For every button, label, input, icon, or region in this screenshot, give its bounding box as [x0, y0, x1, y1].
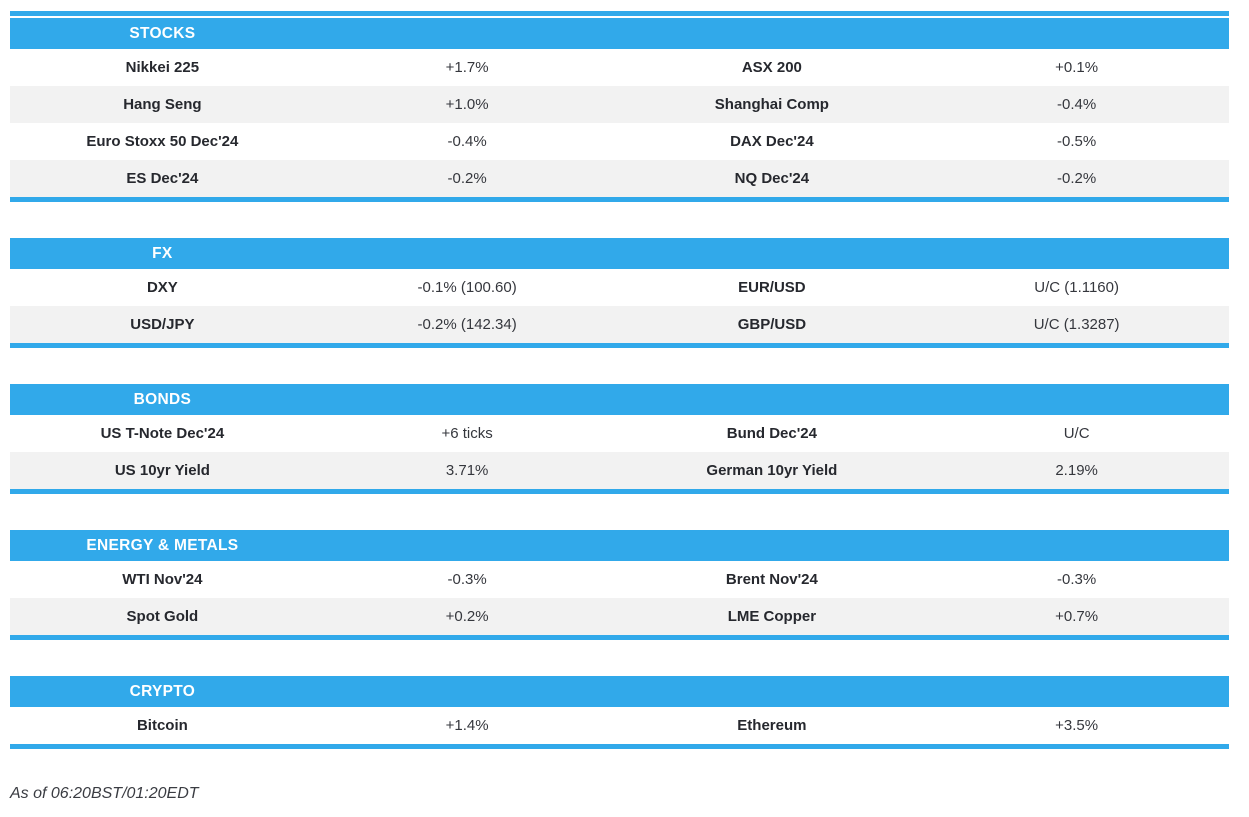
- instrument-name: DAX Dec'24: [730, 133, 814, 150]
- instrument-change: 3.71%: [445, 462, 489, 479]
- instrument-change: -0.4%: [1057, 96, 1097, 113]
- section-header: BONDS: [10, 384, 1229, 415]
- section-rows: Nikkei 225 +1.7% ASX 200 +0.1% Hang Seng…: [10, 49, 1229, 197]
- instrument-change: +3.5%: [1055, 717, 1099, 734]
- table-row: DXY -0.1% (100.60) EUR/USD U/C (1.1160): [10, 269, 1229, 306]
- instrument-change: -0.2%: [447, 170, 487, 187]
- instrument-change: U/C (1.1160): [1034, 279, 1119, 296]
- instrument-name: Spot Gold: [126, 608, 199, 625]
- as-of-timestamp: As of 06:20BST/01:20EDT: [10, 785, 199, 802]
- instrument-change: U/C (1.3287): [1033, 316, 1120, 333]
- table-row: Euro Stoxx 50 Dec'24 -0.4% DAX Dec'24 -0…: [10, 123, 1229, 160]
- section-rows: WTI Nov'24 -0.3% Brent Nov'24 -0.3% Spot…: [10, 561, 1229, 635]
- instrument-change: +0.2%: [445, 608, 489, 625]
- instrument-name: GBP/USD: [737, 316, 807, 333]
- instrument-name: Ethereum: [737, 717, 807, 734]
- table-row: Hang Seng +1.0% Shanghai Comp -0.4%: [10, 86, 1229, 123]
- section-rows: Bitcoin +1.4% Ethereum +3.5%: [10, 707, 1229, 744]
- instrument-name: US 10yr Yield: [114, 462, 210, 479]
- section-title: CRYPTO: [129, 682, 196, 700]
- section-rows: US T-Note Dec'24 +6 ticks Bund Dec'24 U/…: [10, 415, 1229, 489]
- instrument-name: DXY: [146, 279, 178, 296]
- section-title: FX: [152, 244, 173, 262]
- instrument-name: Hang Seng: [123, 96, 202, 113]
- section-title: BONDS: [133, 390, 192, 408]
- instrument-change: -0.3%: [447, 571, 487, 588]
- instrument-change: +0.7%: [1055, 608, 1099, 625]
- section-energy-metals: ENERGY & METALS WTI Nov'24 -0.3% Brent N…: [10, 530, 1229, 640]
- table-row: US 10yr Yield 3.71% German 10yr Yield 2.…: [10, 452, 1229, 489]
- instrument-name: ES Dec'24: [126, 170, 199, 187]
- instrument-change: -0.3%: [1057, 571, 1097, 588]
- instrument-change: -0.1% (100.60): [417, 279, 517, 296]
- instrument-name: Bund Dec'24: [726, 425, 817, 442]
- instrument-name: EUR/USD: [738, 279, 806, 296]
- sections-container: STOCKS Nikkei 225 +1.7% ASX 200 +0.1% Ha…: [10, 18, 1229, 749]
- instrument-name: NQ Dec'24: [734, 170, 810, 187]
- section-title: ENERGY & METALS: [86, 536, 239, 554]
- instrument-change: 2.19%: [1055, 462, 1098, 479]
- table-row: WTI Nov'24 -0.3% Brent Nov'24 -0.3%: [10, 561, 1229, 598]
- table-row: Bitcoin +1.4% Ethereum +3.5%: [10, 707, 1229, 744]
- instrument-change: +1.7%: [445, 59, 489, 76]
- section-stocks: STOCKS Nikkei 225 +1.7% ASX 200 +0.1% Ha…: [10, 18, 1229, 202]
- instrument-change: -0.2% (142.34): [417, 316, 517, 333]
- instrument-name: LME Copper: [727, 608, 817, 625]
- instrument-change: +6 ticks: [441, 425, 493, 442]
- instrument-change: +1.0%: [445, 96, 489, 113]
- instrument-change: -0.4%: [447, 133, 487, 150]
- instrument-name: WTI Nov'24: [122, 571, 203, 588]
- instrument-change: -0.5%: [1057, 133, 1097, 150]
- table-row: USD/JPY -0.2% (142.34) GBP/USD U/C (1.32…: [10, 306, 1229, 343]
- instrument-name: German 10yr Yield: [706, 462, 838, 479]
- section-header: CRYPTO: [10, 676, 1229, 707]
- section-header: STOCKS: [10, 18, 1229, 49]
- section-header: ENERGY & METALS: [10, 530, 1229, 561]
- instrument-change: -0.2%: [1057, 170, 1097, 187]
- instrument-change: U/C: [1063, 425, 1090, 442]
- instrument-change: +0.1%: [1055, 59, 1099, 76]
- section-bonds: BONDS US T-Note Dec'24 +6 ticks Bund Dec…: [10, 384, 1229, 494]
- section-title: STOCKS: [129, 24, 196, 42]
- table-row: US T-Note Dec'24 +6 ticks Bund Dec'24 U/…: [10, 415, 1229, 452]
- section-crypto: CRYPTO Bitcoin +1.4% Ethereum +3.5%: [10, 676, 1229, 749]
- instrument-name: Nikkei 225: [125, 59, 200, 76]
- instrument-name: Shanghai Comp: [714, 96, 829, 113]
- instrument-change: +1.4%: [445, 717, 489, 734]
- table-row: ES Dec'24 -0.2% NQ Dec'24 -0.2%: [10, 160, 1229, 197]
- table-row: Spot Gold +0.2% LME Copper +0.7%: [10, 598, 1229, 635]
- market-wrap-table: STOCKS Nikkei 225 +1.7% ASX 200 +0.1% Ha…: [10, 0, 1229, 749]
- instrument-name: ASX 200: [741, 59, 802, 76]
- instrument-name: Brent Nov'24: [725, 571, 818, 588]
- instrument-name: Bitcoin: [136, 717, 188, 734]
- section-rows: DXY -0.1% (100.60) EUR/USD U/C (1.1160) …: [10, 269, 1229, 343]
- table-row: Nikkei 225 +1.7% ASX 200 +0.1%: [10, 49, 1229, 86]
- instrument-name: USD/JPY: [130, 316, 195, 333]
- instrument-name: Euro Stoxx 50 Dec'24: [86, 133, 239, 150]
- section-header: FX: [10, 238, 1229, 269]
- section-fx: FX DXY -0.1% (100.60) EUR/USD U/C (1.116…: [10, 238, 1229, 348]
- instrument-name: US T-Note Dec'24: [100, 425, 225, 442]
- section-divider-bar: [10, 11, 1229, 16]
